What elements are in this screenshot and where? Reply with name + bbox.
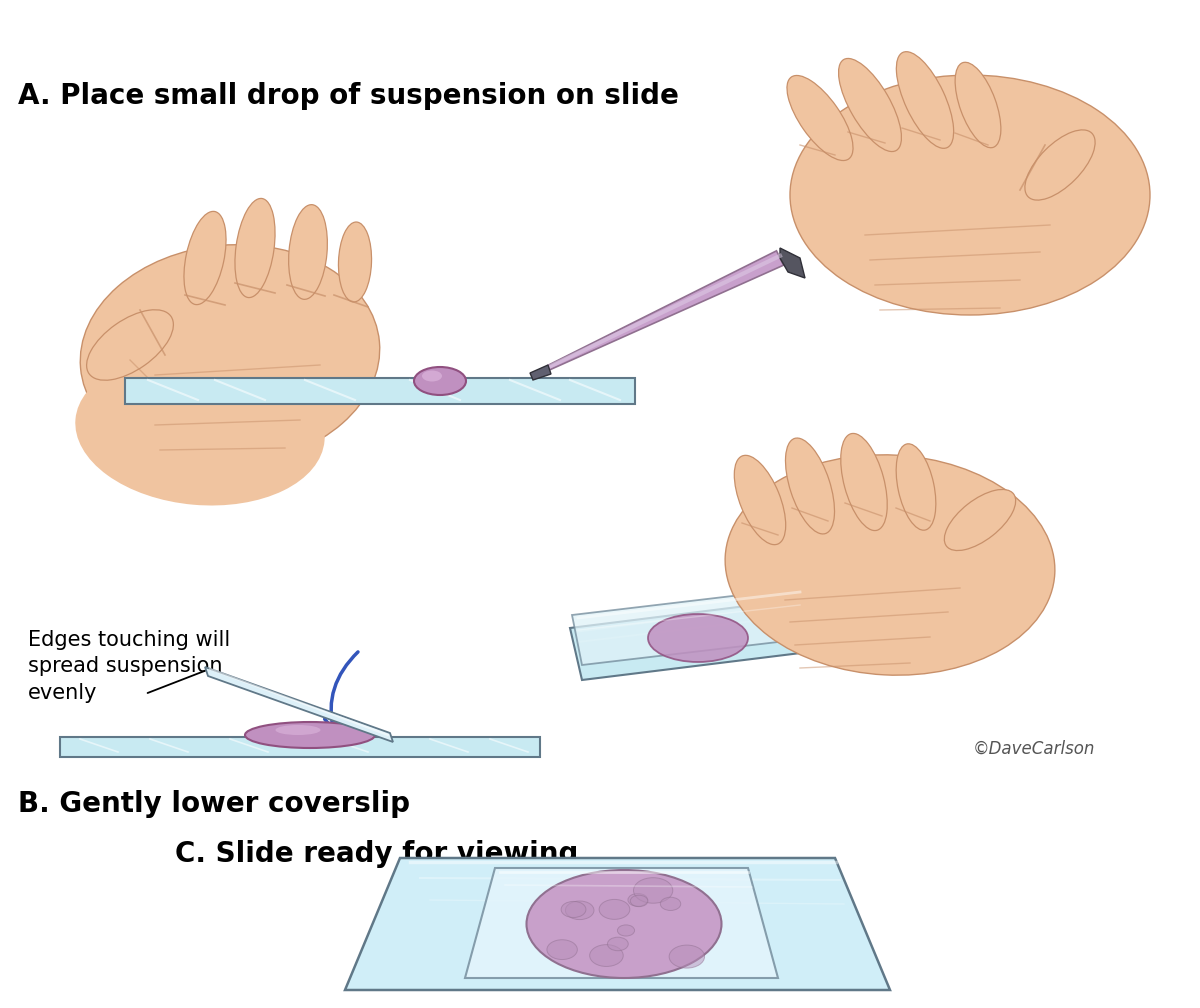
Ellipse shape xyxy=(787,76,853,160)
Ellipse shape xyxy=(841,433,887,530)
Polygon shape xyxy=(547,251,784,370)
Ellipse shape xyxy=(289,205,328,299)
Polygon shape xyxy=(780,248,805,278)
Ellipse shape xyxy=(76,355,325,505)
Ellipse shape xyxy=(628,893,648,906)
Ellipse shape xyxy=(630,895,648,906)
Ellipse shape xyxy=(955,62,1001,148)
Polygon shape xyxy=(205,667,394,742)
Polygon shape xyxy=(530,365,551,380)
Text: Edges touching will
spread suspension
evenly: Edges touching will spread suspension ev… xyxy=(28,630,230,703)
Ellipse shape xyxy=(634,878,673,903)
Ellipse shape xyxy=(276,725,320,735)
Ellipse shape xyxy=(896,444,936,530)
Ellipse shape xyxy=(618,925,635,936)
Ellipse shape xyxy=(734,456,786,544)
Ellipse shape xyxy=(235,199,275,297)
Ellipse shape xyxy=(896,51,954,148)
Ellipse shape xyxy=(648,614,748,662)
Ellipse shape xyxy=(184,212,226,304)
Ellipse shape xyxy=(245,722,374,748)
Polygon shape xyxy=(466,868,778,978)
Ellipse shape xyxy=(527,870,721,978)
Text: A. Place small drop of suspension on slide: A. Place small drop of suspension on sli… xyxy=(18,82,679,110)
Ellipse shape xyxy=(565,901,594,919)
Ellipse shape xyxy=(562,901,586,917)
Ellipse shape xyxy=(589,944,623,967)
Ellipse shape xyxy=(725,455,1055,675)
Ellipse shape xyxy=(414,367,466,395)
Ellipse shape xyxy=(86,309,173,380)
Ellipse shape xyxy=(670,946,704,968)
Polygon shape xyxy=(346,858,890,990)
Ellipse shape xyxy=(944,490,1015,550)
Ellipse shape xyxy=(80,245,379,466)
Text: ©DaveCarlson: ©DaveCarlson xyxy=(973,740,1096,758)
Ellipse shape xyxy=(1025,130,1096,201)
Ellipse shape xyxy=(338,222,372,302)
Ellipse shape xyxy=(422,371,442,381)
FancyBboxPatch shape xyxy=(60,737,540,757)
Ellipse shape xyxy=(607,937,629,951)
Text: C. Slide ready for viewing: C. Slide ready for viewing xyxy=(175,840,578,868)
Ellipse shape xyxy=(790,75,1150,314)
Polygon shape xyxy=(572,588,812,665)
Polygon shape xyxy=(570,598,826,680)
Ellipse shape xyxy=(599,899,630,919)
Text: B. Gently lower coverslip: B. Gently lower coverslip xyxy=(18,790,410,818)
Ellipse shape xyxy=(660,897,680,910)
Ellipse shape xyxy=(547,939,577,960)
Ellipse shape xyxy=(786,438,834,534)
Ellipse shape xyxy=(839,58,901,151)
FancyBboxPatch shape xyxy=(125,378,635,404)
